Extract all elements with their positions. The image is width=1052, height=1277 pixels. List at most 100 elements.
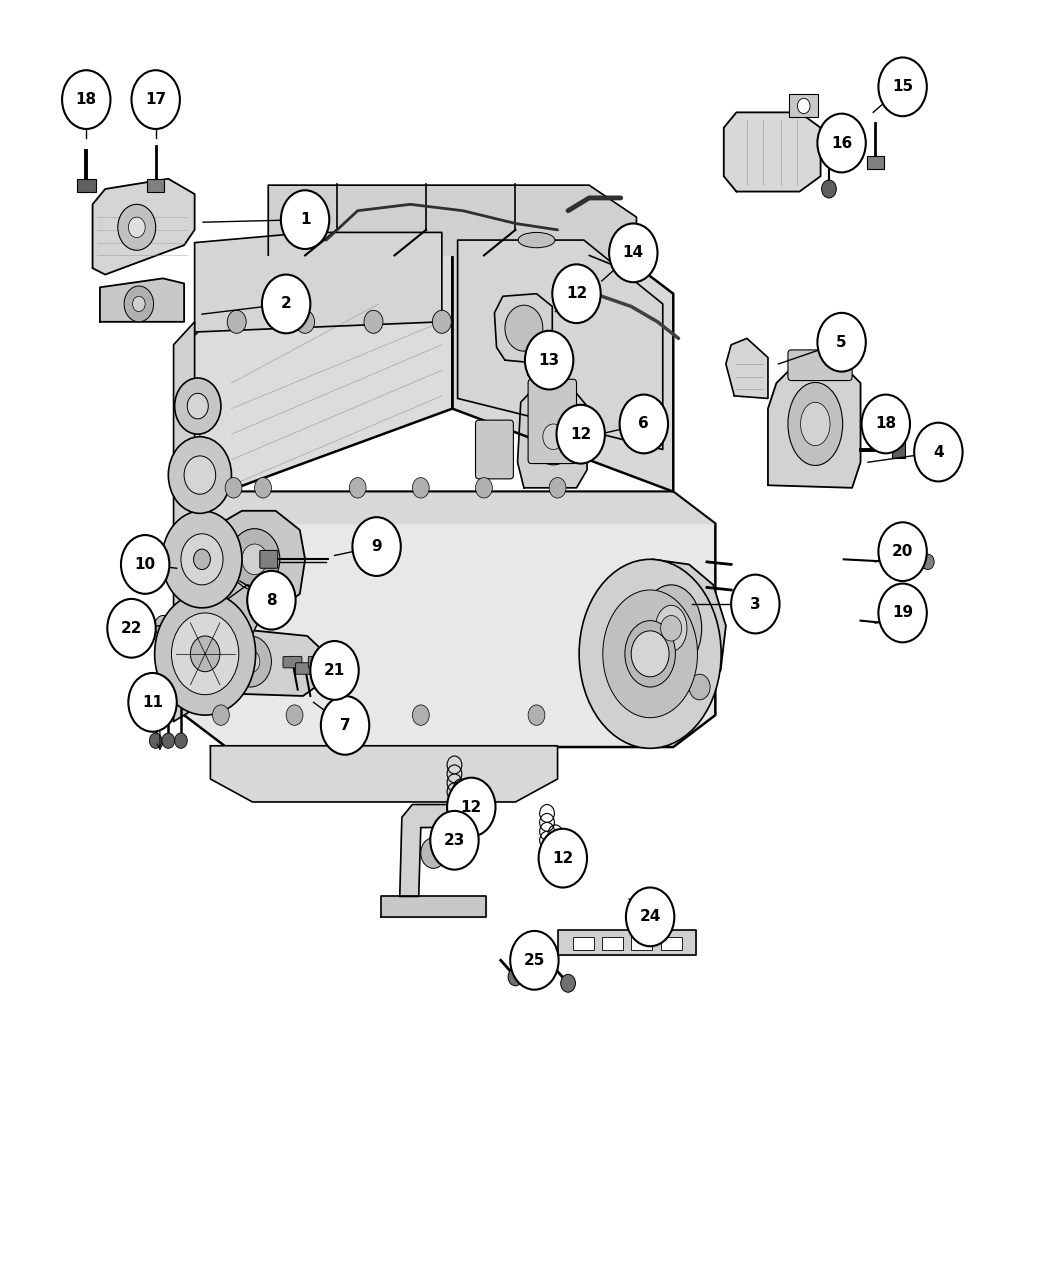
Text: 12: 12 <box>570 427 591 442</box>
Text: 3: 3 <box>750 596 761 612</box>
Bar <box>573 937 594 950</box>
FancyBboxPatch shape <box>176 571 190 586</box>
Text: 22: 22 <box>121 621 142 636</box>
Polygon shape <box>268 185 636 275</box>
Polygon shape <box>494 294 552 364</box>
Text: 13: 13 <box>539 352 560 368</box>
Circle shape <box>731 575 780 633</box>
Text: 21: 21 <box>324 663 345 678</box>
Circle shape <box>227 310 246 333</box>
Circle shape <box>175 378 221 434</box>
Bar <box>789 94 818 117</box>
Text: 12: 12 <box>552 850 573 866</box>
Polygon shape <box>205 511 305 610</box>
Circle shape <box>412 705 429 725</box>
Circle shape <box>895 619 910 637</box>
Circle shape <box>447 778 495 836</box>
Bar <box>867 156 884 169</box>
Polygon shape <box>184 492 715 524</box>
Text: 8: 8 <box>266 593 277 608</box>
FancyBboxPatch shape <box>296 663 315 674</box>
Circle shape <box>561 974 575 992</box>
Circle shape <box>609 223 658 282</box>
Text: 6: 6 <box>639 416 649 432</box>
Circle shape <box>175 733 187 748</box>
Polygon shape <box>458 240 663 450</box>
Bar <box>147 179 164 192</box>
Text: 18: 18 <box>875 416 896 432</box>
Circle shape <box>187 393 208 419</box>
Text: 7: 7 <box>340 718 350 733</box>
Circle shape <box>878 57 927 116</box>
Text: 1: 1 <box>300 212 310 227</box>
Circle shape <box>620 395 668 453</box>
Circle shape <box>432 310 451 333</box>
Circle shape <box>162 733 175 748</box>
Text: 11: 11 <box>142 695 163 710</box>
Circle shape <box>476 478 492 498</box>
Circle shape <box>162 511 242 608</box>
FancyBboxPatch shape <box>260 550 278 568</box>
Circle shape <box>549 478 566 498</box>
Circle shape <box>914 423 963 481</box>
FancyBboxPatch shape <box>476 420 513 479</box>
Text: 23: 23 <box>444 833 465 848</box>
Circle shape <box>505 305 543 351</box>
Polygon shape <box>613 559 726 696</box>
Circle shape <box>213 705 229 725</box>
Circle shape <box>296 310 315 333</box>
Circle shape <box>510 931 559 990</box>
Circle shape <box>190 636 220 672</box>
Circle shape <box>155 616 171 636</box>
Polygon shape <box>452 230 673 492</box>
Circle shape <box>149 733 162 748</box>
Ellipse shape <box>603 590 697 718</box>
Circle shape <box>797 98 810 114</box>
Circle shape <box>661 616 682 641</box>
Circle shape <box>539 829 587 888</box>
Circle shape <box>281 190 329 249</box>
Circle shape <box>62 70 110 129</box>
Bar <box>631 937 652 950</box>
Circle shape <box>508 968 523 986</box>
Circle shape <box>922 554 934 570</box>
Circle shape <box>817 114 866 172</box>
Circle shape <box>168 437 231 513</box>
Circle shape <box>349 478 366 498</box>
Circle shape <box>822 180 836 198</box>
Circle shape <box>552 264 601 323</box>
Text: 17: 17 <box>145 92 166 107</box>
Circle shape <box>543 424 564 450</box>
Circle shape <box>352 517 401 576</box>
Text: 4: 4 <box>933 444 944 460</box>
Polygon shape <box>93 179 195 275</box>
Circle shape <box>412 478 429 498</box>
Polygon shape <box>400 805 486 896</box>
Bar <box>602 937 623 950</box>
Circle shape <box>878 522 927 581</box>
Circle shape <box>229 636 271 687</box>
Circle shape <box>895 609 910 627</box>
Text: 16: 16 <box>831 135 852 151</box>
Circle shape <box>364 310 383 333</box>
Circle shape <box>225 478 242 498</box>
Ellipse shape <box>625 621 675 687</box>
FancyBboxPatch shape <box>788 350 852 381</box>
Polygon shape <box>724 112 821 192</box>
Polygon shape <box>768 360 861 488</box>
Bar <box>661 937 682 950</box>
Polygon shape <box>558 930 696 955</box>
Circle shape <box>621 674 642 700</box>
Circle shape <box>124 286 154 322</box>
Text: 25: 25 <box>524 953 545 968</box>
Circle shape <box>525 331 573 389</box>
Polygon shape <box>184 492 715 747</box>
Circle shape <box>171 613 239 695</box>
Text: 20: 20 <box>892 544 913 559</box>
Text: 14: 14 <box>623 245 644 261</box>
Polygon shape <box>226 585 268 638</box>
Circle shape <box>631 631 669 677</box>
Circle shape <box>262 275 310 333</box>
Text: 5: 5 <box>836 335 847 350</box>
Circle shape <box>107 599 156 658</box>
